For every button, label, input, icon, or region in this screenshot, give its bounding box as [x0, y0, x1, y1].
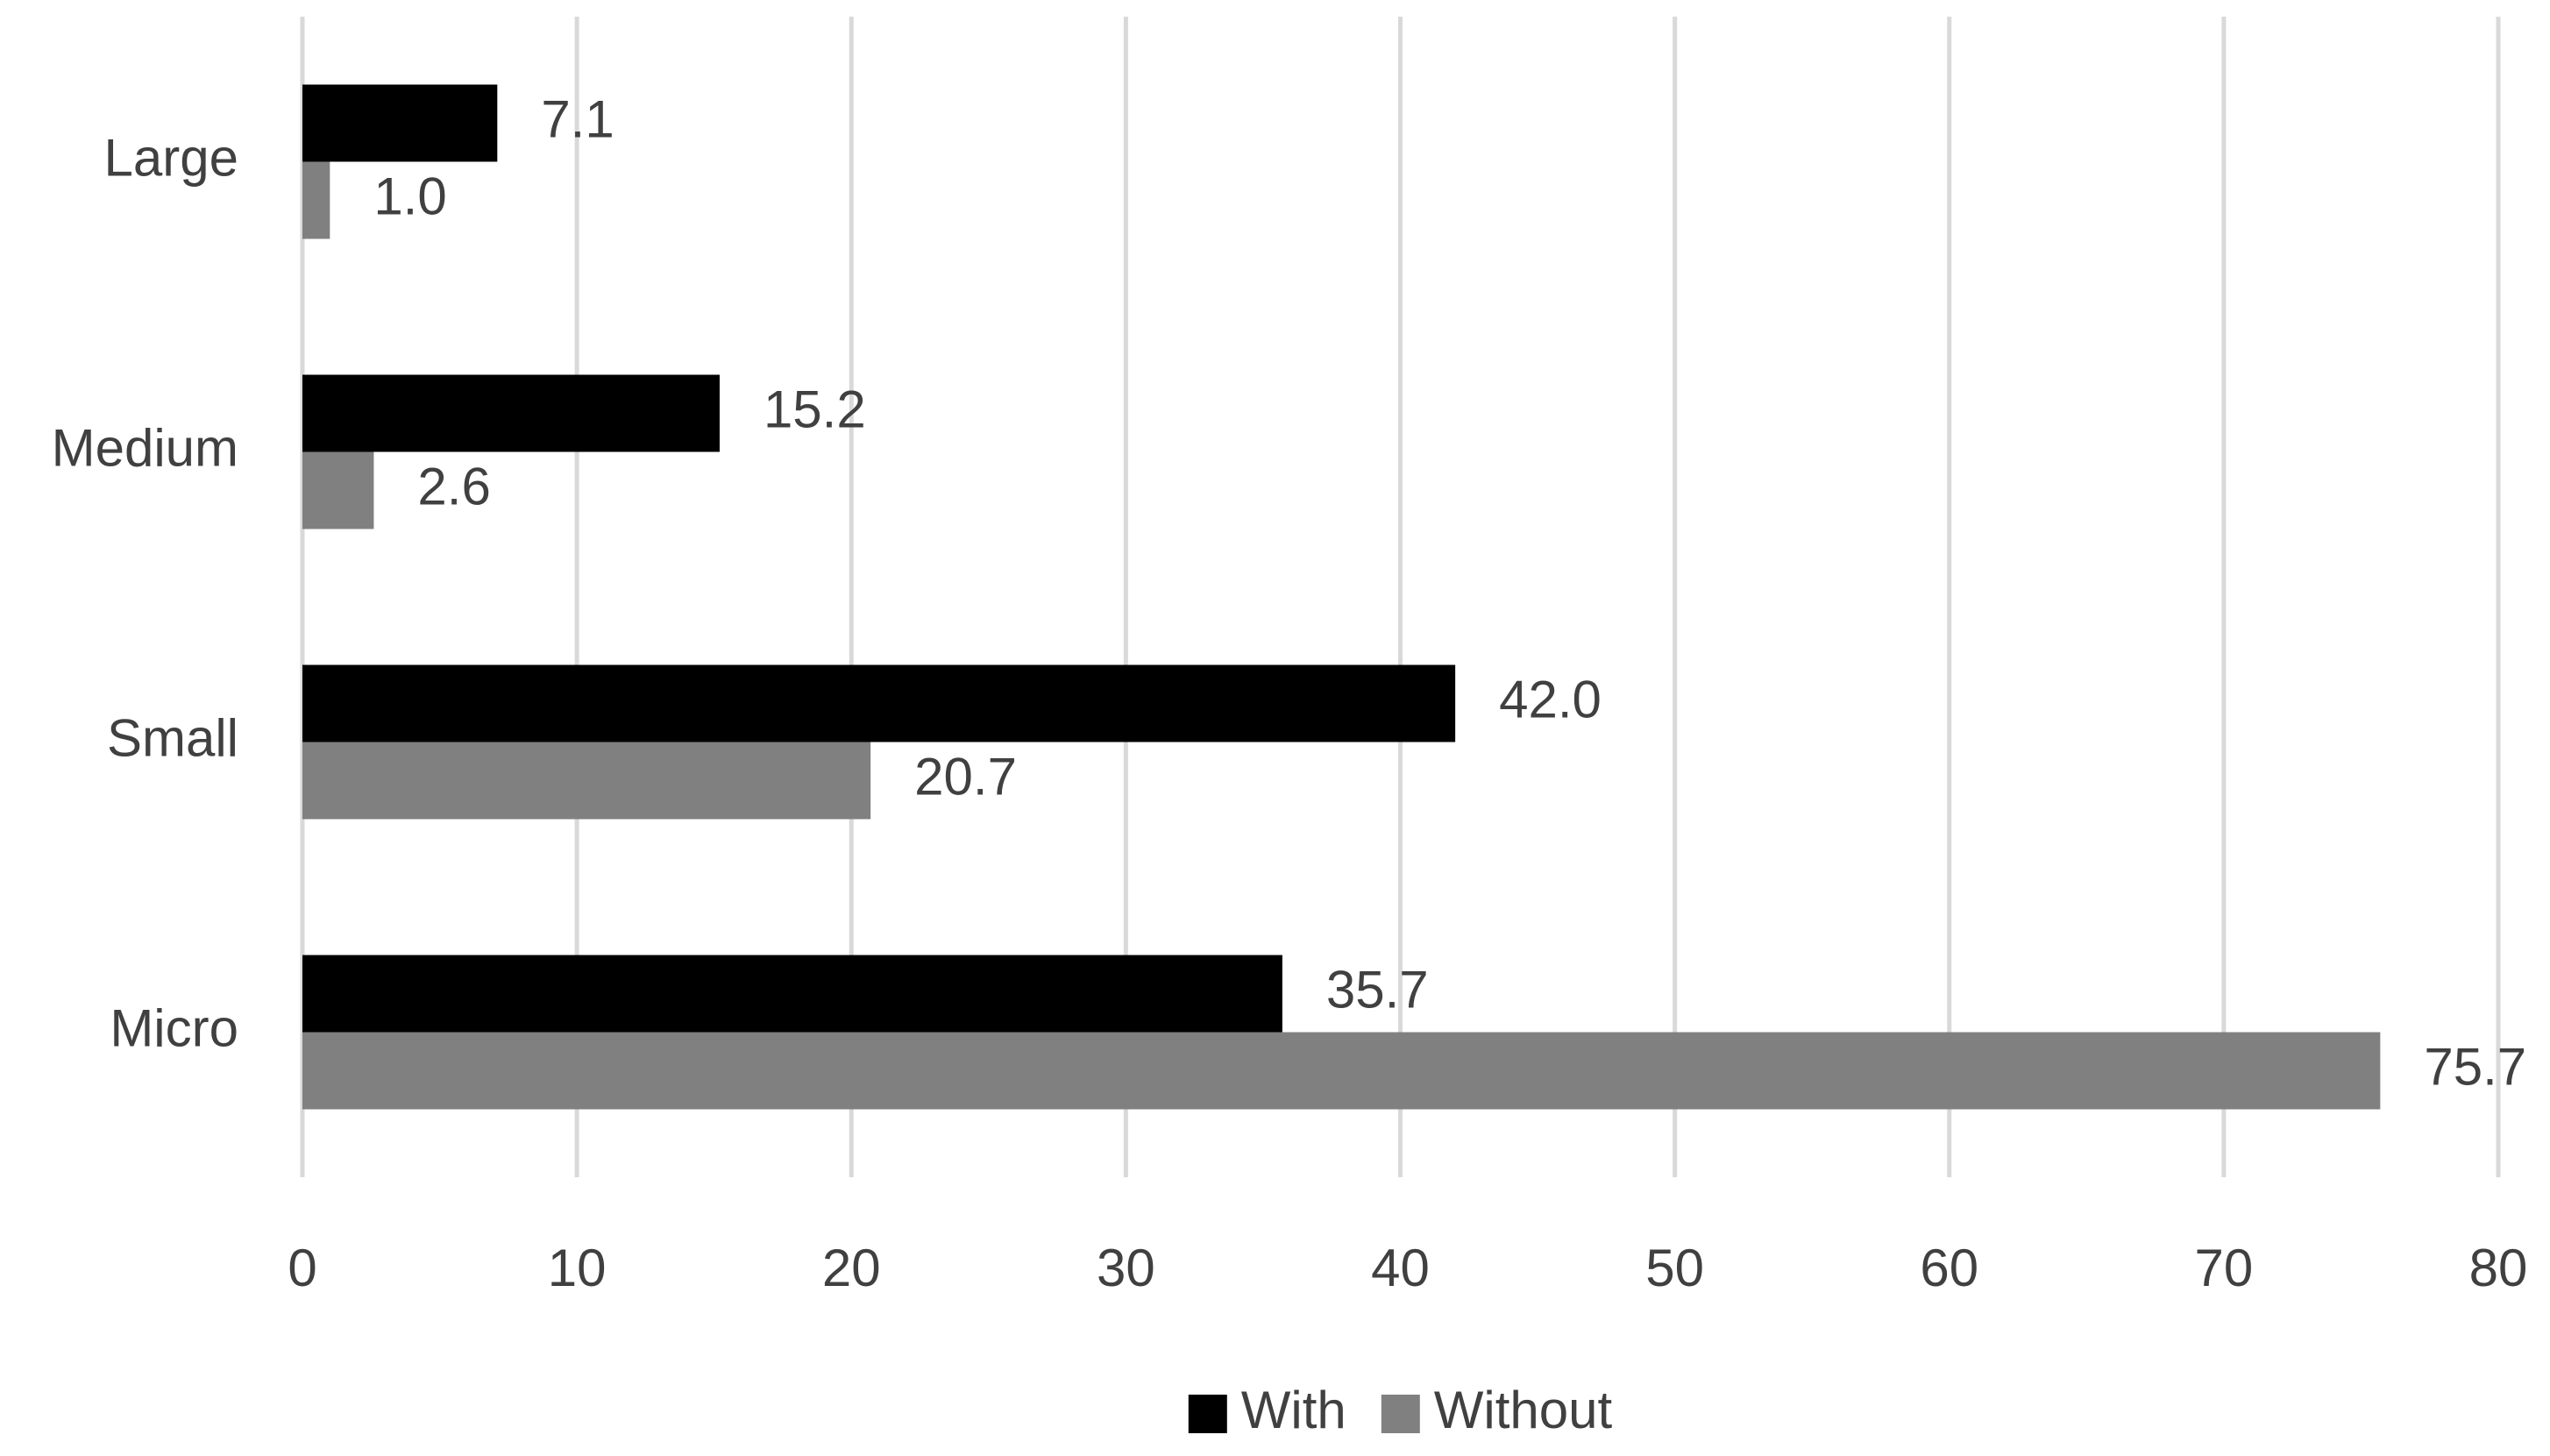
- value-label: 15.2: [764, 380, 866, 438]
- x-tick-label: 80: [2469, 1239, 2528, 1297]
- x-tick-label: 0: [288, 1239, 316, 1297]
- bar: [302, 161, 330, 239]
- bar: [302, 374, 720, 452]
- value-label: 1.0: [373, 167, 446, 225]
- value-label: 20.7: [914, 747, 1017, 806]
- bar: [302, 451, 374, 529]
- legend-label: With: [1241, 1381, 1346, 1439]
- bar: [302, 84, 498, 162]
- bar: [302, 664, 1456, 742]
- x-tick-label: 60: [1920, 1239, 1978, 1297]
- x-tick-label: 70: [2195, 1239, 2254, 1297]
- bar: [302, 742, 871, 820]
- x-tick-label: 20: [822, 1239, 881, 1297]
- category-label: Micro: [110, 998, 238, 1057]
- legend-swatch: [1381, 1395, 1420, 1433]
- x-tick-label: 30: [1097, 1239, 1155, 1297]
- value-label: 7.1: [541, 89, 614, 148]
- legend-item: With: [1188, 1381, 1346, 1439]
- legend-swatch: [1188, 1395, 1227, 1433]
- bar: [302, 955, 1282, 1033]
- value-label: 42.0: [1499, 670, 1602, 728]
- x-tick-label: 40: [1371, 1239, 1430, 1297]
- value-label: 75.7: [2424, 1037, 2526, 1096]
- category-label: Large: [104, 128, 238, 187]
- bar: [302, 1032, 2381, 1110]
- category-label: Small: [107, 708, 238, 767]
- category-label: Medium: [52, 418, 238, 477]
- legend-label: Without: [1434, 1381, 1613, 1439]
- x-tick-label: 50: [1645, 1239, 1704, 1297]
- x-tick-label: 10: [548, 1239, 607, 1297]
- legend-item: Without: [1381, 1381, 1613, 1439]
- value-label: 35.7: [1326, 960, 1429, 1019]
- value-label: 2.6: [417, 457, 490, 515]
